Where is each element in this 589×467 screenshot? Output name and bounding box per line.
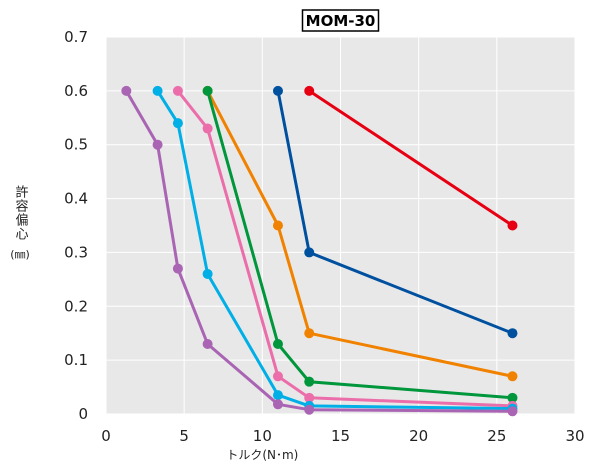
chart-title-box xyxy=(301,9,380,32)
y-axis-unit: (㎜) xyxy=(10,248,30,261)
data-point-series-1 xyxy=(507,220,518,231)
data-point-series-5 xyxy=(272,371,283,382)
data-point-series-6 xyxy=(152,85,163,96)
series-line-4 xyxy=(206,90,513,400)
data-point-series-7 xyxy=(121,85,132,96)
data-point-series-4 xyxy=(272,338,283,349)
data-point-series-3 xyxy=(272,220,283,231)
data-point-series-4 xyxy=(202,85,213,96)
data-point-series-5 xyxy=(202,123,213,134)
x-tick-label: 15 xyxy=(331,427,350,445)
y-axis-label: 許容偏心 (㎜) xyxy=(8,185,32,262)
y-axis-label-text: 許容偏心 xyxy=(12,185,28,241)
y-tick-label: 0 xyxy=(78,405,88,423)
x-tick-label: 0 xyxy=(101,427,111,445)
data-point-series-7 xyxy=(152,139,163,150)
data-point-series-7 xyxy=(507,406,518,417)
data-point-series-5 xyxy=(304,392,315,403)
data-point-series-2 xyxy=(304,247,315,258)
data-point-series-5 xyxy=(172,85,183,96)
x-tick-label: 20 xyxy=(409,427,428,445)
y-tick-label: 0.5 xyxy=(64,136,88,154)
y-tick-label: 0.7 xyxy=(64,28,88,46)
y-tick-label: 0.6 xyxy=(64,82,88,100)
series-line-6 xyxy=(156,90,513,411)
x-axis-label: トルク(N･m) xyxy=(226,448,298,462)
data-point-series-2 xyxy=(507,328,518,339)
x-tick-label: 5 xyxy=(179,427,189,445)
data-point-series-6 xyxy=(172,118,183,129)
data-point-series-4 xyxy=(507,392,518,403)
series-line-3 xyxy=(206,90,513,378)
data-point-series-7 xyxy=(172,263,183,274)
data-point-series-7 xyxy=(202,338,213,349)
data-point-series-7 xyxy=(304,404,315,415)
data-point-series-6 xyxy=(202,268,213,279)
data-point-series-6 xyxy=(272,390,283,401)
x-tick-label: 10 xyxy=(253,427,272,445)
x-tick-label: 30 xyxy=(565,427,584,445)
data-point-series-2 xyxy=(272,85,283,96)
y-tick-label: 0.2 xyxy=(64,297,88,315)
data-point-series-4 xyxy=(304,376,315,387)
series-line-1 xyxy=(308,89,514,227)
data-point-series-7 xyxy=(272,399,283,410)
data-point-series-1 xyxy=(304,85,315,96)
y-tick-label: 0.4 xyxy=(64,190,88,208)
data-point-series-3 xyxy=(507,371,518,382)
data-point-series-3 xyxy=(304,328,315,339)
y-tick-label: 0.3 xyxy=(64,243,88,261)
x-tick-label: 25 xyxy=(487,427,506,445)
y-tick-label: 0.1 xyxy=(64,351,88,369)
chart-title: MOM-30 xyxy=(306,12,376,30)
